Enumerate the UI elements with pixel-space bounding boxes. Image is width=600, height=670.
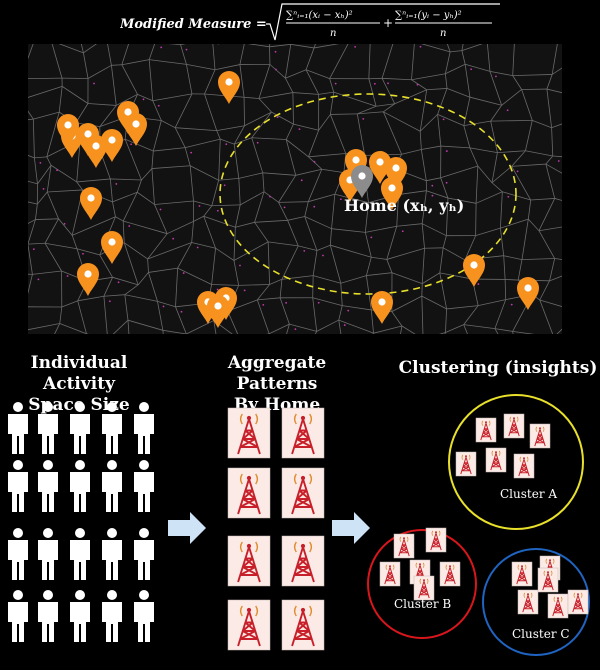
home-label: Home (xₕ, yₕ) (344, 196, 465, 215)
heading-individual-line1: Individual Activity (30, 353, 128, 394)
formula-term1-denominator: n (330, 28, 336, 39)
voronoi-map (28, 44, 562, 334)
cell-tower-icon (547, 593, 569, 619)
cell-tower-icon (455, 451, 477, 477)
person-icon (38, 528, 58, 580)
cell-tower-icon (425, 527, 447, 553)
person-icon (38, 590, 58, 642)
person-icon (8, 528, 28, 580)
cell-tower-icon (393, 533, 415, 559)
cell-tower-icon (281, 467, 325, 519)
person-icon (70, 402, 90, 454)
cell-tower-icon (537, 567, 559, 593)
cluster-b-circle (367, 529, 477, 639)
person-icon (102, 402, 122, 454)
location-pin-icon (207, 295, 229, 328)
home-range-ellipse (219, 93, 517, 295)
cell-tower-icon (475, 417, 497, 443)
heading-individual: Individual Activity Space Size (0, 353, 158, 416)
cluster-b-label: Cluster B (394, 597, 452, 611)
person-icon (134, 590, 154, 642)
person-icon (134, 460, 154, 512)
arrow-right-icon (168, 512, 206, 544)
person-icon (102, 528, 122, 580)
cell-tower-icon (227, 467, 271, 519)
location-pin-icon (77, 263, 99, 296)
cell-tower-icon (517, 589, 539, 615)
cell-tower-icon (511, 561, 533, 587)
formula-term2-numerator: ∑ⁿᵢ₌₁(yᵢ − yₕ)² (395, 10, 462, 21)
cluster-towers (379, 413, 589, 619)
cell-tower-icon (513, 453, 535, 479)
location-pin-icon (345, 149, 367, 182)
cell-tower-icon (227, 599, 271, 651)
location-pin-icon (57, 114, 79, 147)
person-icon (134, 402, 154, 454)
location-pin-icon (80, 187, 102, 220)
cell-tower-icon (227, 407, 271, 459)
process-flow (8, 394, 590, 656)
home-pin-icon (351, 165, 373, 198)
location-pin-icon (101, 231, 123, 264)
cluster-a-circle (448, 394, 584, 530)
cell-tower-icon (439, 561, 461, 587)
person-icon (102, 590, 122, 642)
people-grid (8, 402, 154, 642)
formula-term1-numerator: ∑ⁿᵢ₌₁(xᵢ − xₕ)² (286, 10, 353, 21)
cell-tower-icon (379, 561, 401, 587)
person-icon (8, 460, 28, 512)
formula-term2-denominator: n (440, 28, 446, 39)
cluster-c-circle (482, 548, 590, 656)
cell-tower-icon (567, 589, 589, 615)
person-icon (8, 590, 28, 642)
location-pin-icon (381, 177, 403, 210)
modified-measure-formula: Modified Measure = ∑ⁿᵢ₌₁(xᵢ − xₕ)² n + ∑… (120, 3, 500, 41)
location-pin-icon (385, 157, 407, 190)
arrow-right-icon (332, 512, 370, 544)
location-pin-icon (371, 291, 393, 324)
cluster-c-label: Cluster C (512, 627, 570, 641)
heading-clustering: Clustering (insights) (398, 358, 598, 378)
cell-tower-icon (281, 535, 325, 587)
person-icon (70, 590, 90, 642)
location-pin-icon (369, 151, 391, 184)
tower-grid (227, 407, 325, 651)
person-icon (70, 460, 90, 512)
location-pin-icon (463, 254, 485, 287)
location-pin-icon (101, 129, 123, 162)
person-icon (102, 460, 122, 512)
person-icon (70, 528, 90, 580)
cell-tower-icon (503, 413, 525, 439)
person-icon (38, 460, 58, 512)
cell-tower-icon (281, 599, 325, 651)
person-icon (38, 402, 58, 454)
location-pin-icon (85, 135, 107, 168)
cell-tower-icon (413, 575, 435, 601)
location-pin-icon (218, 71, 240, 104)
cell-tower-icon (529, 423, 551, 449)
location-pin-icon (517, 277, 539, 310)
cell-tower-icon (281, 407, 325, 459)
cell-tower-icon (485, 447, 507, 473)
person-icon (8, 402, 28, 454)
formula-plus: + (383, 16, 393, 30)
cluster-a-label: Cluster A (500, 487, 558, 501)
location-pin-icon (125, 113, 147, 146)
person-icon (134, 528, 154, 580)
formula-lhs: Modified Measure = (120, 17, 267, 32)
cell-tower-icon (227, 535, 271, 587)
heading-aggregate-line1: Aggregate Patterns (227, 353, 327, 394)
activity-pins (57, 71, 539, 328)
